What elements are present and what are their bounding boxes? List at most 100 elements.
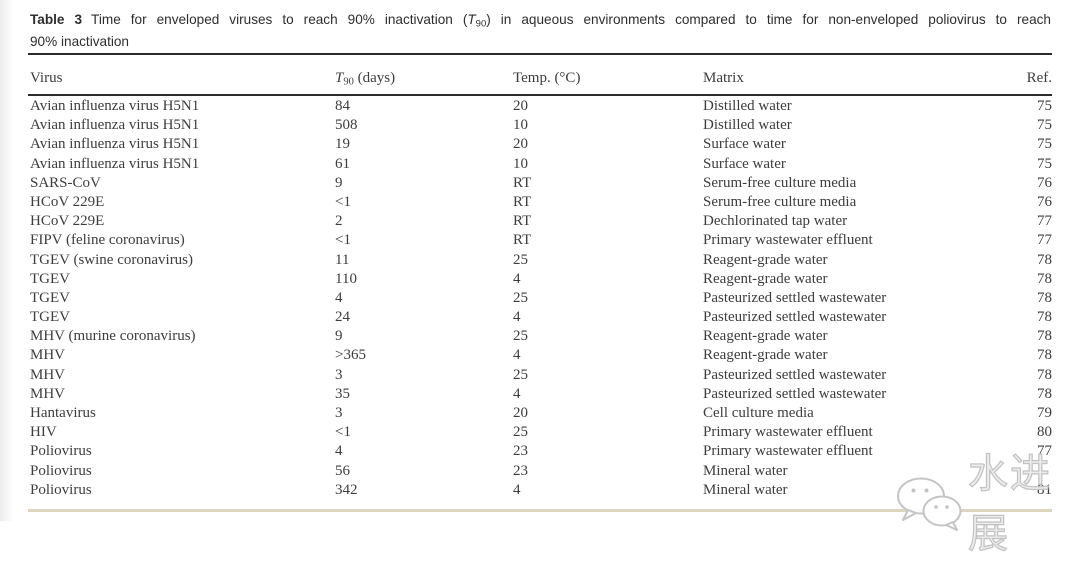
watermark-text: 水进展 — [967, 450, 1052, 557]
cell-t90: 24 — [335, 309, 350, 326]
cell-temp: RT — [513, 174, 532, 191]
cell-matrix: Serum-free culture media — [703, 193, 857, 210]
cell-ref: 75 — [1037, 117, 1052, 134]
cell-matrix: Mineral water — [703, 462, 788, 479]
table-caption: Table 3 Time for enveloped viruses to rea… — [30, 9, 1051, 53]
cell-temp: 4 — [513, 347, 521, 364]
cell-ref: 75 — [1037, 98, 1052, 114]
cell-t90: 35 — [335, 385, 350, 402]
table-row: SARS-CoV 9 RT Serum-free culture media 76 — [28, 174, 1052, 193]
cell-matrix: Reagent-grade water — [703, 328, 828, 345]
table-header-rule — [28, 94, 1052, 96]
cell-ref: 78 — [1037, 289, 1052, 306]
cell-t90: 4 — [335, 443, 343, 460]
table-row: MHV 3 25 Pasteurized settled wastewater 78 — [28, 366, 1052, 385]
table-row: Poliovirus 342 4 Mineral water 81 — [28, 481, 1052, 500]
cell-t90: <1 — [335, 424, 351, 441]
header-t90: T90 (days) — [335, 62, 513, 94]
table-row: HCoV 229E <1 RT Serum-free culture media 76 — [28, 193, 1052, 212]
table-row: Poliovirus 4 23 Primary wastewater effluent… — [28, 442, 1052, 461]
table-header-row: Virus T90 (days) Temp. (°C) Matrix Ref. — [28, 62, 1052, 94]
page: { "caption": { "label": "Table 3", "line… — [0, 0, 1052, 558]
cell-ref: 78 — [1037, 270, 1052, 287]
cell-temp: 23 — [513, 462, 528, 479]
cell-matrix: Mineral water — [703, 481, 788, 498]
cell-temp: RT — [513, 232, 532, 249]
cell-t90: 56 — [335, 462, 350, 479]
cell-temp: 4 — [513, 309, 521, 326]
cell-temp: 4 — [513, 385, 521, 402]
cell-matrix: Reagent-grade water — [703, 251, 828, 268]
table-row: Avian influenza virus H5N1 508 10 Distilled… — [28, 116, 1052, 135]
table-row: TGEV 110 4 Reagent-grade water 78 — [28, 270, 1052, 289]
cell-temp: 25 — [513, 424, 528, 441]
cell-matrix: Cell culture media — [703, 405, 814, 421]
cell-ref: 75 — [1037, 136, 1052, 153]
cell-matrix: Pasteurized settled wastewater — [703, 289, 887, 306]
cell-t90: <1 — [335, 193, 351, 210]
cell-t90: 4 — [335, 289, 343, 306]
cell-virus: SARS-CoV — [30, 174, 101, 191]
header-temp: Temp. (°C) — [513, 70, 581, 86]
cell-virus: HIV — [30, 424, 57, 441]
cell-temp: 4 — [513, 481, 521, 498]
table-row: TGEV 24 4 Pasteurized settled wastewater 78 — [28, 308, 1052, 327]
cell-temp: 25 — [513, 289, 528, 306]
caption-t90-symbol: T — [467, 12, 476, 27]
cell-t90: 3 — [335, 405, 343, 421]
table-row: MHV 35 4 Pasteurized settled wastewater 78 — [28, 385, 1052, 404]
cell-matrix: Primary wastewater effluent — [703, 232, 873, 249]
cell-matrix: Surface water — [703, 136, 786, 153]
cell-matrix: Surface water — [703, 155, 786, 172]
table-row: TGEV 4 25 Pasteurized settled wastewater 78 — [28, 289, 1052, 308]
header-t90-symbol: T — [335, 70, 344, 86]
cell-matrix: Distilled water — [703, 98, 792, 114]
cell-ref: 78 — [1037, 309, 1052, 326]
cell-ref: 78 — [1037, 366, 1052, 383]
cell-virus: TGEV — [30, 289, 70, 306]
cell-matrix: Dechlorinated tap water — [703, 213, 848, 230]
cell-virus: Avian influenza virus H5N1 — [30, 98, 200, 114]
cell-t90: 110 — [335, 270, 357, 287]
cell-temp: 23 — [513, 443, 528, 460]
table-row: HCoV 229E 2 RT Dechlorinated tap water 77 — [28, 212, 1052, 231]
cell-virus: MHV (murine coronavirus) — [30, 328, 196, 345]
cell-matrix: Reagent-grade water — [703, 347, 828, 364]
cell-virus: MHV — [30, 366, 66, 383]
caption-t90-subscript: 90 — [475, 18, 487, 30]
cell-ref: 81 — [1037, 481, 1052, 498]
cell-t90: >365 — [335, 347, 366, 364]
cell-temp: 4 — [513, 270, 521, 287]
cell-matrix: Pasteurized settled wastewater — [703, 366, 887, 383]
cell-temp: 20 — [513, 98, 528, 114]
table-row: Avian influenza virus H5N1 61 10 Surface wa… — [28, 155, 1052, 174]
cell-virus: Avian influenza virus H5N1 — [30, 155, 200, 172]
wechat-bubbles-icon — [897, 477, 962, 531]
table-row: TGEV (swine coronavirus) 11 25 Reagent-grad… — [28, 251, 1052, 270]
caption-text-pre: Time for enveloped viruses to reach 90% … — [91, 12, 468, 27]
cell-temp: 20 — [513, 136, 528, 153]
cell-ref: 76 — [1037, 193, 1052, 210]
cell-t90: 19 — [335, 136, 350, 153]
cell-ref: 77 — [1037, 232, 1052, 249]
cell-virus: Avian influenza virus H5N1 — [30, 117, 200, 134]
cell-matrix: Reagent-grade water — [703, 270, 828, 287]
cell-matrix: Distilled water — [703, 117, 792, 134]
cell-virus: HCoV 229E — [30, 213, 105, 230]
cell-t90: 3 — [335, 366, 343, 383]
caption-line-1: Table 3 Time for enveloped viruses to rea… — [30, 9, 1051, 31]
cell-t90: <1 — [335, 232, 351, 249]
cell-virus: TGEV (swine coronavirus) — [30, 251, 194, 268]
table-row: MHV (murine coronavirus) 9 25 Reagent-grade… — [28, 327, 1052, 346]
table-row: Avian influenza virus H5N1 84 20 Distilled … — [28, 97, 1052, 116]
cell-matrix: Primary wastewater effluent — [703, 443, 873, 460]
table-row: Poliovirus 56 23 Mineral water — [28, 462, 1052, 481]
watermark: 水进展 — [894, 444, 1080, 564]
cell-t90: 61 — [335, 155, 350, 172]
table-row: Avian influenza virus H5N1 19 20 Surface wa… — [28, 135, 1052, 154]
cell-ref: 77 — [1037, 443, 1052, 460]
header-matrix: Matrix — [703, 70, 744, 86]
cell-t90: 2 — [335, 213, 343, 230]
cell-ref: 76 — [1037, 174, 1052, 191]
cell-matrix: Primary wastewater effluent — [703, 424, 873, 441]
